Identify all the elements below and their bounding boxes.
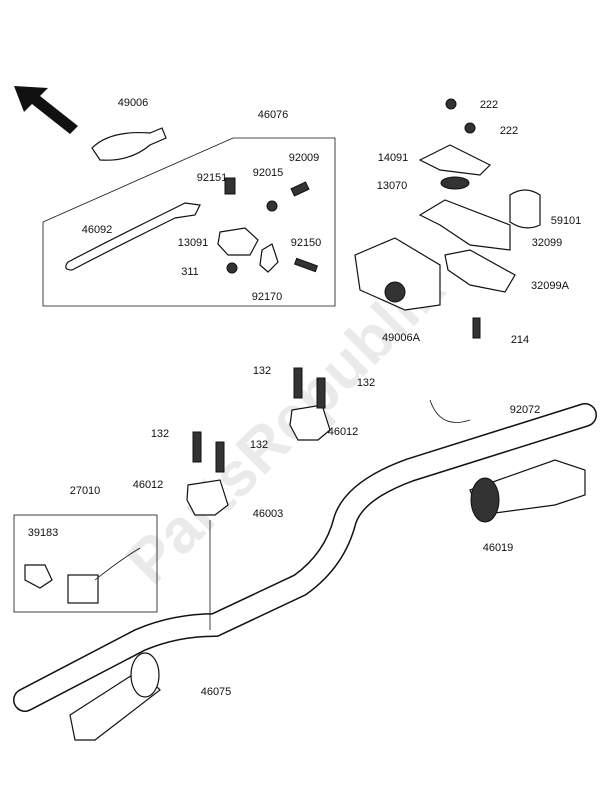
housing <box>418 199 511 251</box>
part-label: 32099A <box>531 280 570 292</box>
bolt <box>316 377 326 409</box>
washer <box>266 200 278 212</box>
part-label: 46092 <box>82 224 113 236</box>
bolt <box>293 367 303 399</box>
cap <box>418 144 492 176</box>
part-label: 49006 <box>118 97 149 109</box>
handlebar-fill <box>14 404 596 711</box>
screw <box>464 122 476 134</box>
part-label: 46075 <box>201 686 232 698</box>
part-label: 13070 <box>377 180 408 192</box>
band <box>429 399 471 423</box>
bolt <box>215 441 225 473</box>
part-label: 46012 <box>328 426 359 438</box>
housing-lower <box>444 249 516 293</box>
bolt <box>192 431 202 463</box>
part-label: 46012 <box>133 479 164 491</box>
grip-flange <box>470 477 500 523</box>
part-label: 92015 <box>253 167 284 179</box>
part-label: 39183 <box>28 527 59 539</box>
part-label: 14091 <box>378 152 409 164</box>
part-label: 132 <box>357 377 375 389</box>
arrow <box>14 86 78 134</box>
part-label: 49006A <box>382 332 421 344</box>
part-label: 222 <box>480 99 498 111</box>
switch <box>67 574 99 604</box>
bolt <box>224 177 236 195</box>
part-label: 132 <box>253 365 271 377</box>
switch-part <box>24 564 53 589</box>
part-label: 13091 <box>178 237 209 249</box>
collar <box>509 189 541 229</box>
part-label: 92150 <box>291 237 322 249</box>
nut <box>440 176 470 190</box>
screw <box>290 181 310 197</box>
part-label: 311 <box>181 266 199 278</box>
lever <box>65 202 201 271</box>
clamp <box>186 479 229 516</box>
switch-box <box>13 514 158 613</box>
wire <box>94 547 141 581</box>
screw <box>472 317 481 339</box>
part-label: 132 <box>250 439 268 451</box>
part-label: 92009 <box>289 152 320 164</box>
holder <box>217 227 259 256</box>
part-label: 92072 <box>510 404 541 416</box>
nut <box>226 262 238 274</box>
part-label: 46019 <box>483 542 514 554</box>
cover <box>91 127 167 161</box>
part-label: 32099 <box>532 237 563 249</box>
part-label: 92151 <box>197 172 228 184</box>
screw <box>293 257 319 273</box>
part-label: 92170 <box>252 291 283 303</box>
part-label: 214 <box>511 334 529 346</box>
boss <box>384 281 406 303</box>
screw <box>445 98 457 110</box>
group-box <box>42 137 336 307</box>
clamp <box>259 243 279 273</box>
throttle-case <box>354 237 441 311</box>
part-label: 27010 <box>70 485 101 497</box>
part-label: 46076 <box>258 109 289 121</box>
part-label: 59101 <box>551 215 582 227</box>
part-label: 132 <box>151 428 169 440</box>
part-label: 46003 <box>253 508 284 520</box>
part-label: 222 <box>500 125 518 137</box>
grip-flange <box>130 652 160 698</box>
clamp <box>289 404 331 441</box>
